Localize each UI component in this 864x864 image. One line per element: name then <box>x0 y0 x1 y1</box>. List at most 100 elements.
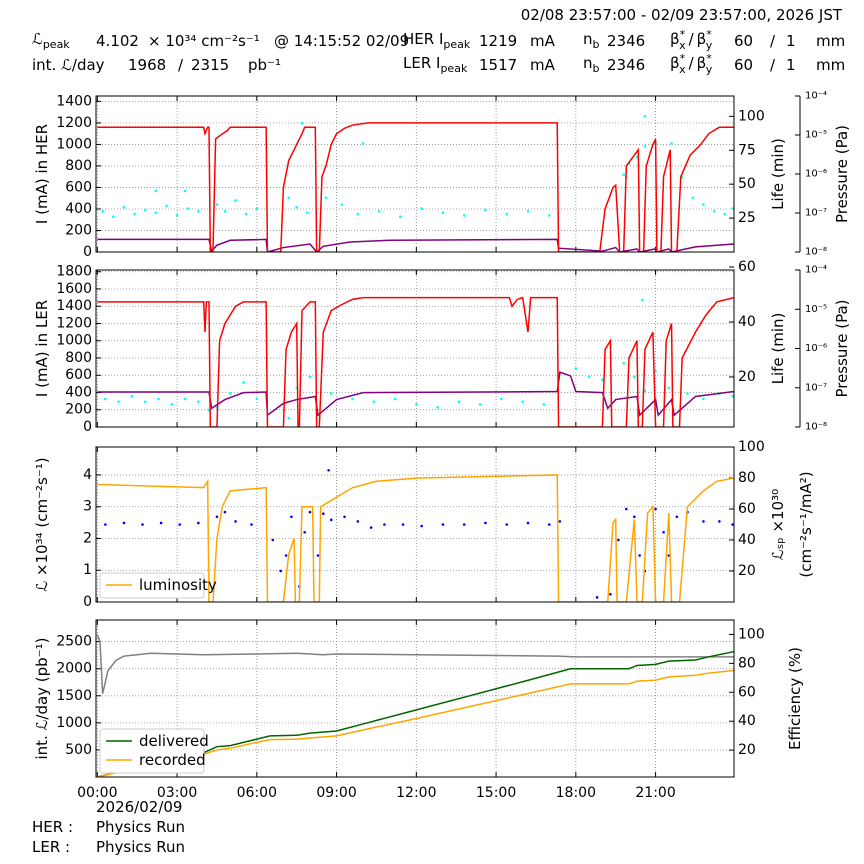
y-tick-label: 500 <box>65 742 92 758</box>
y2-tick-label: 25 <box>738 210 756 226</box>
y2-tick-label: 20 <box>738 369 756 385</box>
y-label: I (mA) in LER <box>33 300 51 397</box>
y-label: ℒ ×10³⁴ (cm⁻²s⁻¹) <box>33 457 51 591</box>
data-point <box>324 196 328 200</box>
data-point <box>462 523 466 526</box>
y-tick-label: 4 <box>83 467 92 483</box>
symbol: β <box>670 54 680 72</box>
beta-x: 60 <box>734 32 753 50</box>
data-point <box>223 510 227 514</box>
ipeak-label: HER Ipeak <box>403 30 471 51</box>
legend-box <box>99 728 205 774</box>
subscript: peak <box>440 62 467 75</box>
data-point <box>234 520 237 523</box>
x-tick-label: 21:00 <box>635 785 675 801</box>
y2-tick-label: 80 <box>738 655 756 671</box>
data-point <box>183 397 187 401</box>
y3-tick-label: 10⁻⁸ <box>805 247 827 258</box>
label: LER I <box>403 54 440 72</box>
data-point <box>343 515 346 519</box>
data-point <box>133 212 136 216</box>
x-tick-label: 18:00 <box>556 785 596 801</box>
legend-label: delivered <box>139 732 209 750</box>
data-point <box>197 210 200 213</box>
data-point <box>255 397 259 401</box>
data-point <box>633 515 636 519</box>
data-point <box>718 520 721 523</box>
data-point <box>686 392 689 395</box>
data-point <box>321 512 325 515</box>
data-point <box>369 526 373 529</box>
data-point <box>702 203 705 206</box>
nb-value: 2346 <box>607 56 645 74</box>
data-point <box>372 400 376 404</box>
data-point <box>675 515 679 519</box>
subscript: peak <box>443 38 470 51</box>
data-point <box>702 397 705 401</box>
y-tick-label: 1 <box>83 562 92 578</box>
data-point <box>228 392 232 395</box>
data-point <box>242 381 245 384</box>
data-point <box>654 370 657 373</box>
data-point <box>399 215 402 219</box>
data-point <box>215 515 219 519</box>
data-point <box>383 523 386 526</box>
data-point <box>308 375 312 379</box>
data-point <box>441 211 445 214</box>
nb-label: nb <box>583 54 600 75</box>
symbol: β <box>670 30 680 48</box>
data-point <box>670 142 673 145</box>
symbol: n <box>583 30 593 48</box>
legend-box <box>99 572 205 599</box>
y2-tick-label: 60 <box>738 259 756 275</box>
data-point <box>223 210 227 213</box>
y2-tick-label: 40 <box>738 314 756 330</box>
y-tick-label: 2 <box>83 530 92 546</box>
y-label: int. ℒ/day (pb⁻¹) <box>33 638 51 760</box>
ipeak-label: LER Ipeak <box>403 54 468 75</box>
lpeak-label: ℒpeak <box>32 30 70 51</box>
subscript: b <box>593 38 600 51</box>
x-tick-label: 06:00 <box>237 785 277 801</box>
data-point <box>457 400 461 404</box>
plot-frame <box>95 446 735 603</box>
data-point <box>587 375 591 379</box>
int-lumi-label: int. ℒ/day <box>32 56 105 74</box>
ipeak-value: 1219 <box>479 32 517 50</box>
symbol: β <box>697 30 707 48</box>
subscript: y <box>706 63 713 76</box>
y-tick-label: 800 <box>65 158 92 174</box>
data-point <box>287 416 291 420</box>
y-tick-label: 800 <box>65 350 92 366</box>
data-point <box>617 538 620 542</box>
y-tick-label: 1800 <box>56 264 92 280</box>
x-tick-label: 00:00 <box>77 785 117 801</box>
y-tick-label: 400 <box>65 201 92 217</box>
series-line <box>97 296 734 427</box>
ipeak-unit: mA <box>530 32 556 50</box>
data-point <box>154 189 158 193</box>
y-tick-label: 1400 <box>56 93 92 109</box>
data-point <box>441 523 445 526</box>
data-point <box>170 403 174 406</box>
data-point <box>255 207 259 210</box>
data-point <box>361 142 365 145</box>
data-point <box>547 214 551 217</box>
y2-tick-label: 40 <box>738 532 756 548</box>
plot-frame <box>95 619 735 778</box>
data-point <box>420 524 423 528</box>
data-point <box>667 386 671 390</box>
y-tick-label: 400 <box>65 384 92 400</box>
y3-tick-label: 10⁻⁶ <box>805 169 827 180</box>
data-point <box>702 520 705 523</box>
ring-label: HER : <box>32 818 73 836</box>
y2-label: Life (min) <box>769 313 787 385</box>
superscript: * <box>680 52 686 65</box>
data-point <box>244 212 248 216</box>
y-tick-label: 1000 <box>56 715 92 731</box>
data-point <box>484 521 487 525</box>
data-point <box>111 215 115 219</box>
data-point <box>601 378 604 382</box>
data-point <box>654 507 657 511</box>
